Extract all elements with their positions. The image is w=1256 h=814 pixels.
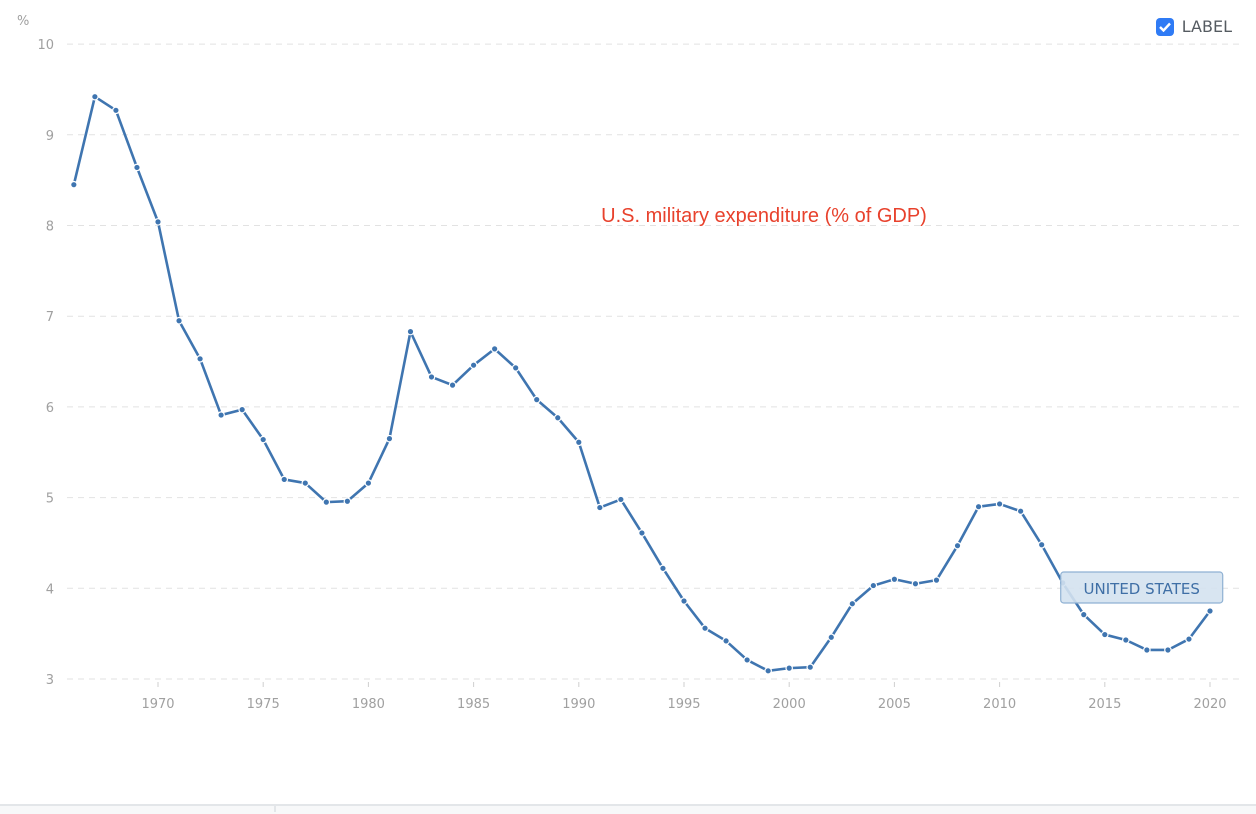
- data-point: [112, 106, 120, 115]
- legend-label: LABEL: [1181, 17, 1232, 36]
- data-point: [890, 575, 899, 584]
- data-point: [574, 438, 583, 447]
- y-tick-label: 10: [37, 38, 54, 53]
- data-point: [869, 581, 878, 590]
- bottom-panel: [0, 804, 1256, 814]
- data-point: [322, 498, 331, 506]
- data-point: [764, 667, 772, 675]
- data-point: [596, 503, 604, 512]
- data-point: [1185, 635, 1193, 643]
- data-point: [1206, 607, 1214, 615]
- data-point: [385, 434, 394, 443]
- x-tick-label: 2000: [773, 697, 806, 712]
- data-point: [133, 163, 141, 172]
- y-tick-label: 6: [46, 401, 54, 416]
- bottom-divider: [274, 804, 276, 812]
- data-point: [490, 345, 499, 353]
- data-point: [301, 479, 310, 487]
- data-point: [701, 624, 709, 633]
- x-tick-label: 2010: [983, 697, 1016, 712]
- data-point: [617, 495, 625, 504]
- data-point: [848, 599, 857, 608]
- data-point: [511, 364, 520, 372]
- data-point: [638, 529, 646, 537]
- data-point: [343, 497, 352, 506]
- data-point: [932, 576, 941, 584]
- x-tick-label: 2015: [1088, 697, 1121, 712]
- y-tick-label: 9: [46, 129, 54, 144]
- data-point: [280, 475, 289, 484]
- y-tick-label: 4: [46, 582, 54, 597]
- data-point: [953, 541, 962, 550]
- x-tick-label: 2005: [878, 697, 911, 712]
- data-point: [1164, 646, 1172, 654]
- series-line: [72, 95, 1212, 673]
- data-point: [1079, 610, 1088, 619]
- data-point: [806, 663, 815, 672]
- x-tick-label: 1975: [247, 697, 280, 712]
- data-point: [785, 664, 794, 672]
- y-tick-label: 3: [46, 673, 54, 688]
- x-tick-label: 1980: [352, 697, 385, 712]
- data-point: [722, 637, 730, 645]
- legend-label-toggle[interactable]: LABEL: [1155, 17, 1232, 36]
- data-point: [911, 579, 920, 588]
- data-point: [448, 381, 457, 389]
- x-tick-label: 1985: [457, 697, 490, 712]
- series-label-box: [1060, 571, 1224, 604]
- data-point: [995, 500, 1004, 508]
- y-axis-unit: %: [17, 14, 29, 29]
- data-point: [217, 411, 225, 419]
- data-point: [364, 479, 373, 487]
- checkbox-checked-icon[interactable]: [1155, 17, 1174, 36]
- data-point: [680, 597, 688, 605]
- data-point: [91, 92, 99, 101]
- data-point: [1016, 507, 1025, 516]
- data-point: [259, 435, 268, 444]
- x-tick-label: 1995: [667, 697, 700, 712]
- data-point: [427, 373, 436, 381]
- chart-title: U.S. military expenditure (% of GDP): [601, 205, 927, 227]
- data-point: [196, 355, 204, 363]
- series-label: UNITED STATES: [1084, 580, 1200, 598]
- data-point: [154, 218, 162, 226]
- y-tick-label: 5: [46, 492, 54, 507]
- x-tick-label: 1990: [562, 697, 595, 712]
- x-tick-label: 1970: [141, 697, 174, 712]
- data-point: [406, 327, 415, 336]
- data-point: [743, 656, 751, 664]
- data-point: [532, 395, 541, 404]
- x-tick-label: 2020: [1193, 697, 1226, 712]
- data-point: [974, 502, 983, 511]
- data-point: [175, 316, 183, 325]
- data-point: [553, 413, 562, 422]
- data-point: [1101, 630, 1109, 639]
- data-point: [1143, 646, 1151, 654]
- data-point: [827, 633, 836, 642]
- data-point: [238, 405, 246, 414]
- y-tick-label: 7: [46, 310, 54, 325]
- data-point: [659, 564, 667, 573]
- data-point: [469, 361, 478, 369]
- data-point: [1037, 540, 1046, 549]
- data-point: [70, 180, 78, 189]
- data-point: [1122, 636, 1130, 644]
- y-tick-label: 8: [46, 220, 54, 235]
